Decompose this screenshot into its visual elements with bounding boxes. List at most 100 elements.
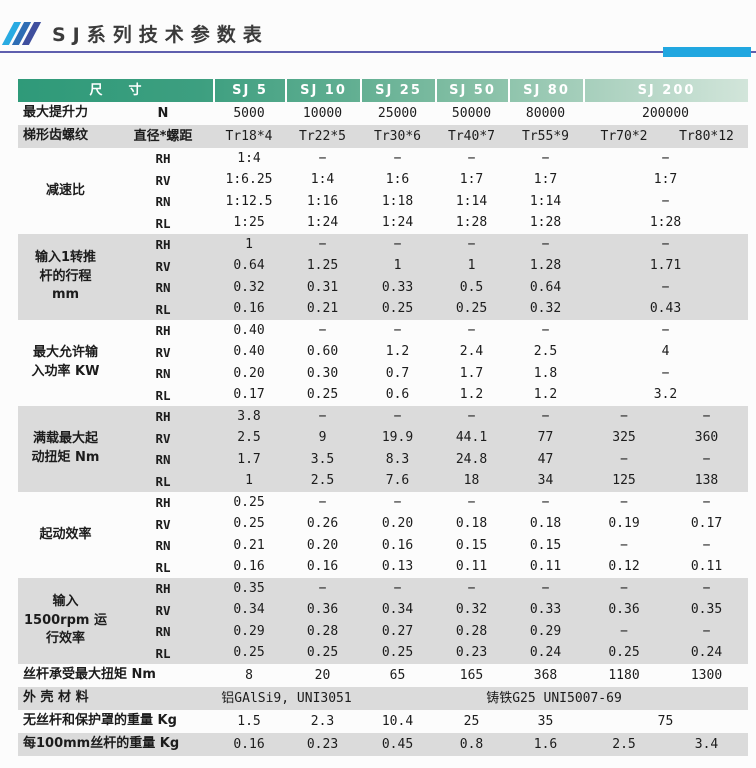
ratio-type-label: RN <box>155 194 171 210</box>
value-cell: 10.4 <box>381 713 414 729</box>
value-cell: 0.33 <box>529 602 562 618</box>
value-cell: − <box>620 623 628 639</box>
ratio-type-label: RV <box>155 344 171 360</box>
value-cell: − <box>393 408 402 424</box>
value-cell: 0.28 <box>455 623 488 639</box>
row-group-label: 输入1转推 杆的行程 mm <box>34 249 97 303</box>
value-cell: 1:4 <box>310 172 335 188</box>
value-cell: Tr18*4 <box>225 128 273 144</box>
section-starting-efficiency: 起动效率 RH RV RN RL 0.25 − − − − − − 0.25 0.26 0.20 0.18 0.… <box>18 492 748 578</box>
ratio-type-label: RV <box>155 602 171 618</box>
value-cell: 0.16 <box>381 537 414 553</box>
value-cell: 0.25 <box>381 301 414 317</box>
value-cell: Tr80*12 <box>679 128 734 144</box>
ratio-type-label: RL <box>155 559 171 575</box>
value-cell: − <box>702 494 711 510</box>
value-cell: − <box>541 580 550 596</box>
value-cell: 325 <box>612 430 636 446</box>
value-cell: 3.8 <box>237 408 261 424</box>
value-cell: 0.35 <box>690 602 723 618</box>
ratio-type-label: RV <box>155 258 171 274</box>
column-header-sj80: SJ 80 <box>508 79 583 102</box>
value-cell: − <box>467 408 476 424</box>
value-cell: − <box>661 193 670 209</box>
value-cell: Tr40*7 <box>448 128 495 144</box>
value-cell: 0.64 <box>233 258 265 274</box>
section-housing-material: 外 壳 材 料 铝GAlSi9, UNI3051 铸铁G25 UNI5007-69 <box>18 687 748 710</box>
value-cell: 1:6 <box>385 172 410 188</box>
value-cell: − <box>318 580 327 596</box>
value-cell: 0.23 <box>306 736 339 752</box>
value-cell: 75 <box>657 713 674 729</box>
value-cell: 0.13 <box>381 559 414 575</box>
value-cell: 0.23 <box>455 645 488 661</box>
value-cell: 368 <box>533 667 558 683</box>
value-cell: 0.43 <box>649 301 682 317</box>
value-cell: 1.8 <box>533 365 558 381</box>
value-cell: 1:28 <box>649 215 682 231</box>
row-group-label: 输入 1500rpm 运 行效率 <box>24 593 107 647</box>
value-cell: 0.26 <box>306 516 339 532</box>
value-cell: 1:14 <box>529 193 562 209</box>
page-title: SJ系列技术参数表 <box>52 23 269 46</box>
value-cell: 0.24 <box>529 645 562 661</box>
value-cell: − <box>661 365 670 381</box>
value-cell: − <box>393 236 402 252</box>
value-cell: − <box>541 150 550 166</box>
value-cell: 0.18 <box>455 516 488 532</box>
value-cell: 10000 <box>302 105 343 121</box>
value-cell: 1:12.5 <box>225 193 273 209</box>
value-cell: 0.34 <box>381 602 414 618</box>
title-rule <box>0 47 756 57</box>
ratio-type-label: RN <box>155 366 171 382</box>
value-cell: − <box>620 537 628 553</box>
column-header-sj5: SJ 5 <box>213 79 285 102</box>
row-group-label: 梯形齿螺纹 <box>23 128 89 144</box>
value-cell: 200000 <box>642 105 689 121</box>
value-cell: 1 <box>245 236 253 252</box>
ratio-type-label: RN <box>155 624 171 640</box>
value-cell: Tr55*9 <box>522 128 569 144</box>
section-reduction-ratio: 减速比 RH RV RN RL 1:4 − − − − − 1:6.25 1:4 1:6 1:7 1:7 1:7… <box>18 148 748 234</box>
value-cell: 0.64 <box>529 279 562 295</box>
value-cell: 35 <box>537 713 554 729</box>
value-cell: 8.3 <box>385 451 410 467</box>
value-cell: 0.6 <box>385 387 410 403</box>
title-bar: SJ系列技术参数表 <box>0 0 756 46</box>
value-cell: 1:7 <box>459 172 484 188</box>
ratio-type-label: RH <box>155 581 171 597</box>
value-cell: 0.36 <box>306 602 339 618</box>
value-cell: 0.60 <box>306 344 339 360</box>
value-cell: 1:24 <box>306 215 339 231</box>
value-cell: 1.6 <box>533 736 558 752</box>
value-cell: 0.24 <box>690 645 723 661</box>
section-screw-max-torque: 丝杆承受最大扭矩 Nm 8 20 65 165 368 1180 1300 <box>18 664 748 687</box>
value-cell: 24.8 <box>455 451 488 467</box>
value-cell: 0.31 <box>306 279 339 295</box>
ratio-type-label: RH <box>155 151 171 167</box>
value-cell: 0.32 <box>233 279 265 295</box>
table-body: 最大提升力 N 5000 10000 25000 50000 80000 200000 梯形齿螺… <box>18 102 748 756</box>
value-cell: − <box>702 408 711 424</box>
row-group-label: 丝杆承受最大扭矩 Nm <box>23 667 156 683</box>
value-cell: − <box>393 580 402 596</box>
ratio-type-label: RV <box>155 516 171 532</box>
value-cell: 77 <box>537 430 554 446</box>
column-header-size: 尺 寸 <box>89 83 142 98</box>
value-cell: 2.4 <box>459 344 484 360</box>
value-cell: 1 <box>245 473 253 489</box>
value-cell: 2.5 <box>310 473 335 489</box>
value-cell: − <box>661 150 670 166</box>
value-cell: 0.12 <box>608 559 640 575</box>
ratio-type-label: RL <box>155 215 171 231</box>
value-cell: 25000 <box>377 105 418 121</box>
value-cell: − <box>393 494 402 510</box>
value-cell: 0.25 <box>306 645 339 661</box>
value-cell: − <box>393 322 402 338</box>
value-cell: 1.5 <box>237 713 261 729</box>
value-cell: − <box>661 279 670 295</box>
value-cell: 50000 <box>451 105 492 121</box>
value-cell: 1:14 <box>455 193 488 209</box>
row-group-label: 减速比 <box>45 182 85 198</box>
